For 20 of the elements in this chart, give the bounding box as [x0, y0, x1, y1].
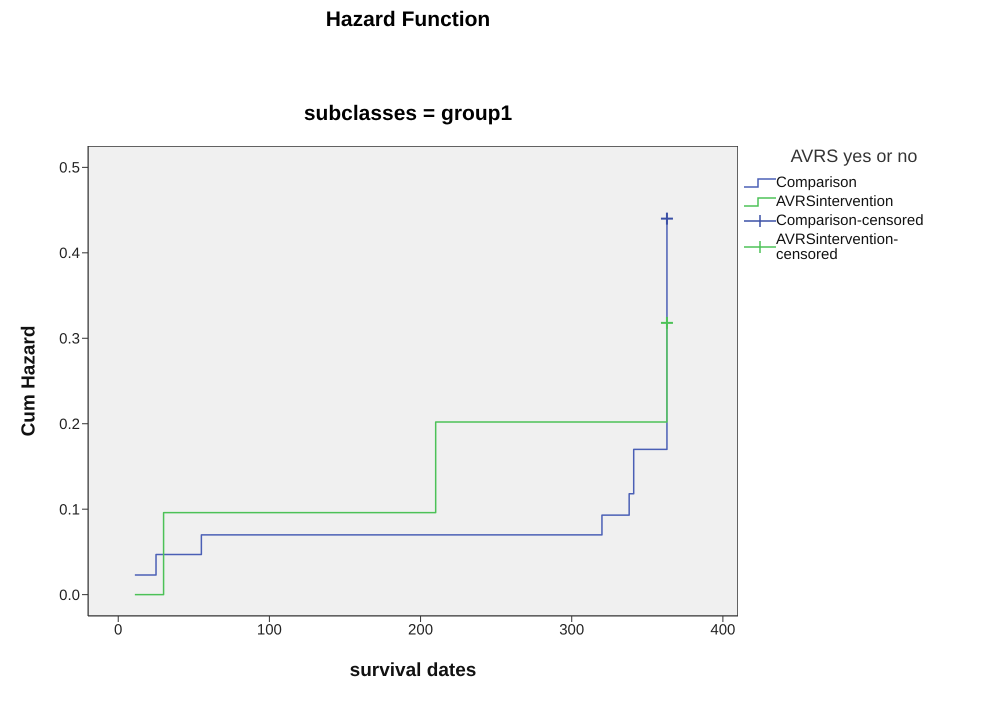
legend-label: AVRSintervention-censored: [776, 231, 900, 263]
legend-title: AVRS yes or no: [790, 146, 918, 167]
y-tick-label: 0.5: [59, 160, 80, 177]
y-tick-label: 0.1: [59, 502, 80, 519]
x-tick-label: 100: [256, 622, 282, 639]
y-tick-label: 0.2: [59, 416, 80, 434]
x-tick-label: 200: [408, 622, 434, 639]
chart-subtitle: subclasses = group1: [302, 102, 514, 126]
y-tick-label: 0.0: [59, 586, 80, 604]
x-tick-label: 300: [559, 622, 584, 639]
x-tick-label: 0: [114, 622, 122, 639]
x-tick-label: 400: [710, 622, 736, 639]
legend-label: Comparison: [776, 174, 857, 191]
y-tick-label: 0.3: [59, 330, 80, 348]
legend-label: Comparison-censored: [776, 212, 924, 229]
y-tick-label: 0.4: [59, 245, 80, 262]
legend-label: AVRSintervention: [776, 193, 894, 210]
chart-title: Hazard Function: [324, 8, 492, 32]
x-axis-title: survival dates: [350, 660, 476, 681]
y-axis-title: Cum Hazard: [18, 326, 40, 436]
